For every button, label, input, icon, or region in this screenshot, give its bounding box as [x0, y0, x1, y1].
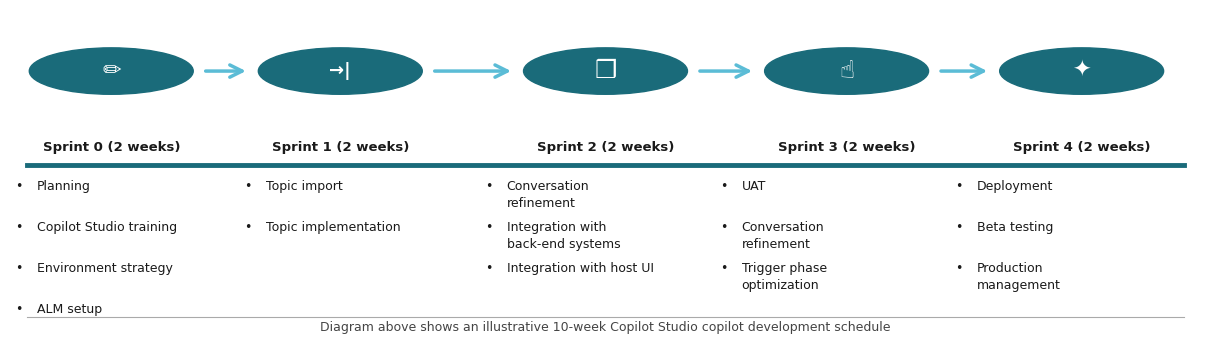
Text: •: • — [721, 180, 728, 193]
Text: Planning: Planning — [36, 180, 91, 193]
Circle shape — [764, 48, 929, 94]
Text: →|: →| — [329, 62, 351, 80]
Text: •: • — [15, 221, 22, 234]
Text: •: • — [955, 180, 963, 193]
Circle shape — [999, 48, 1164, 94]
Text: •: • — [15, 303, 22, 316]
Text: •: • — [15, 262, 22, 275]
Text: ❒: ❒ — [595, 59, 616, 83]
Text: •: • — [243, 180, 251, 193]
Text: ALM setup: ALM setup — [36, 303, 102, 316]
Circle shape — [523, 48, 688, 94]
Text: •: • — [721, 221, 728, 234]
Circle shape — [29, 48, 194, 94]
Text: •: • — [955, 262, 963, 275]
Text: •: • — [484, 221, 493, 234]
Text: ☝: ☝ — [839, 59, 854, 83]
Text: Topic import: Topic import — [265, 180, 343, 193]
Text: Conversation
refinement: Conversation refinement — [506, 180, 590, 210]
Text: Integration with host UI: Integration with host UI — [506, 262, 654, 275]
Text: Sprint 1 (2 weeks): Sprint 1 (2 weeks) — [271, 141, 409, 154]
Text: Conversation
refinement: Conversation refinement — [741, 221, 825, 251]
Text: Sprint 0 (2 weeks): Sprint 0 (2 weeks) — [42, 141, 180, 154]
Text: Diagram above shows an illustrative 10-week Copilot Studio copilot development s: Diagram above shows an illustrative 10-w… — [320, 321, 891, 334]
Text: Sprint 4 (2 weeks): Sprint 4 (2 weeks) — [1012, 141, 1150, 154]
Text: •: • — [484, 180, 493, 193]
Text: Integration with
back-end systems: Integration with back-end systems — [506, 221, 620, 251]
Text: •: • — [484, 262, 493, 275]
Text: ✏: ✏ — [102, 61, 121, 81]
Text: Topic implementation: Topic implementation — [265, 221, 400, 234]
Text: Sprint 2 (2 weeks): Sprint 2 (2 weeks) — [536, 141, 675, 154]
Text: Deployment: Deployment — [977, 180, 1054, 193]
Text: •: • — [243, 221, 251, 234]
Text: Production
management: Production management — [977, 262, 1061, 292]
Text: Trigger phase
optimization: Trigger phase optimization — [741, 262, 827, 292]
Text: •: • — [15, 180, 22, 193]
Text: Copilot Studio training: Copilot Studio training — [36, 221, 177, 234]
Text: •: • — [955, 221, 963, 234]
Circle shape — [258, 48, 423, 94]
Text: UAT: UAT — [741, 180, 767, 193]
Text: Beta testing: Beta testing — [977, 221, 1054, 234]
Text: ✦: ✦ — [1072, 61, 1091, 81]
Text: Sprint 3 (2 weeks): Sprint 3 (2 weeks) — [777, 141, 916, 154]
Text: •: • — [721, 262, 728, 275]
Text: Environment strategy: Environment strategy — [36, 262, 172, 275]
